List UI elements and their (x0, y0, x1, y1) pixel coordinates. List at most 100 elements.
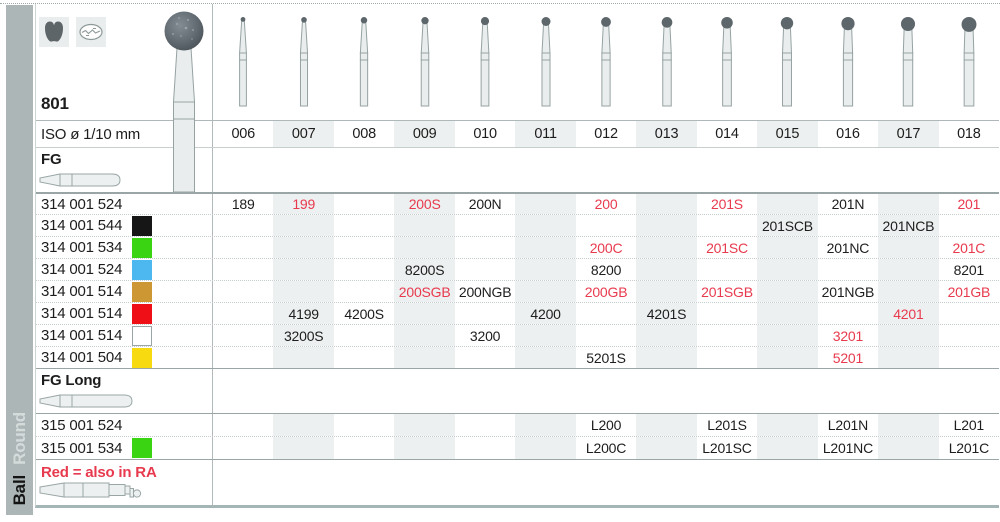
product-code-cell (273, 215, 334, 236)
grit-color-chip-green (132, 438, 153, 458)
product-code-cell (394, 347, 455, 368)
product-code-cell (455, 259, 515, 280)
ball-bur-icon (721, 17, 733, 107)
bur-figure-016 (818, 4, 878, 120)
product-code-cell (394, 215, 455, 236)
product-code-cell (636, 325, 697, 346)
product-code-cell (878, 414, 939, 436)
product-code-cell (455, 303, 515, 324)
ball-bur-icon (541, 17, 551, 107)
size-header-014: 014 (715, 126, 739, 142)
product-code-cell: 201SC (706, 239, 748, 256)
order-code-cell: 314 001 514 (36, 325, 213, 346)
product-code-cell (334, 325, 394, 346)
product-code-cell: 201NCB (878, 215, 939, 236)
product-code-cell (273, 437, 334, 459)
bur-figure-014 (697, 4, 757, 120)
order-code: 314 001 514 (41, 327, 123, 344)
product-row: 314 001 514 3200S 3200 3201 (36, 324, 999, 346)
size-header-011: 011 (515, 121, 576, 147)
order-code: 314 001 524 (41, 195, 123, 213)
section-fg-long-spacer (213, 369, 999, 413)
section-fg-long: FG Long (36, 368, 999, 413)
product-code-cell (576, 325, 636, 346)
product-code-cell: L201N (827, 417, 869, 433)
bur-figure-011 (515, 4, 575, 120)
product-code-cell (213, 237, 273, 258)
product-code-cell: 3200 (469, 327, 501, 344)
product-code-cell (878, 325, 939, 346)
product-code-cell (515, 325, 576, 346)
page-cut-line (0, 3, 1000, 4)
product-code-cell (939, 347, 999, 368)
product-code-cell (394, 437, 455, 459)
product-code-cell: 200 (594, 196, 618, 212)
product-code-cell: 199 (273, 194, 334, 214)
product-code-cell: 201 (957, 196, 981, 212)
product-code-cell (273, 347, 334, 368)
grit-color-chip-blue (132, 259, 153, 280)
product-code-cell (636, 437, 697, 459)
product-code-cell: 3200S (273, 325, 334, 346)
ra-shank-icon (39, 482, 142, 498)
product-code-cell (213, 347, 273, 368)
product-code-cell (818, 303, 878, 324)
product-code-cell: 189 (231, 196, 255, 212)
ra-note: Red = also in RA (41, 464, 157, 481)
order-code-cell: 314 001 544 (36, 215, 213, 236)
size-header-017: 017 (878, 121, 939, 147)
note-spacer (213, 460, 999, 505)
product-code-cell (757, 194, 818, 214)
product-code-cell: 8200S (394, 259, 455, 280)
product-code-cell (334, 237, 394, 258)
product-code-cell (334, 215, 394, 236)
product-code-cell (939, 325, 999, 346)
section-fg-label-cell: FG (36, 148, 213, 192)
ball-bur-icon (480, 17, 490, 107)
order-code-cell: 314 001 514 (36, 281, 213, 302)
occlusal-surface-icon (76, 17, 106, 47)
product-code-cell: L200 (590, 417, 622, 433)
product-row: 315 001 524 L200 L201S L201N L201 (36, 413, 999, 436)
product-code-cell (697, 347, 757, 368)
product-code-cell (757, 303, 818, 324)
product-row: 314 001 514 200SGB 200NGB 200GB 201SGB 201NGB… (36, 280, 999, 302)
ball-bur-icon (601, 17, 611, 107)
product-code-cell (697, 303, 757, 324)
product-code-cell (757, 325, 818, 346)
product-code-cell (939, 215, 999, 236)
ball-bur-icon (420, 17, 429, 107)
iso-label: ISO ø 1/10 mm (41, 125, 141, 143)
product-code-cell: 200N (468, 196, 502, 212)
product-code-cell (394, 325, 455, 346)
product-code-cell (213, 325, 273, 346)
fg-long-rows: 315 001 524 L200 L201S L201N L201 315 001 534… (36, 413, 999, 459)
product-code-cell: L201NC (822, 440, 873, 456)
bur-figures-row: 801 (36, 4, 999, 192)
size-header-010: 010 (473, 126, 497, 142)
product-code-cell (939, 303, 999, 324)
iso-label-cell: ISO ø 1/10 mm (36, 121, 213, 147)
section-fg: FG (36, 147, 999, 192)
shape-label: Round (10, 411, 29, 465)
order-code: 314 001 514 (41, 283, 123, 300)
order-code: 314 001 504 (41, 349, 123, 366)
product-code-cell: L200C (585, 440, 627, 456)
order-code-cell: 314 001 514 (36, 303, 213, 324)
product-code-cell (213, 281, 273, 302)
section-fg-long-label-cell: FG Long (36, 369, 213, 413)
grit-color-chip-orange (132, 281, 153, 302)
product-code-cell (334, 194, 394, 214)
product-code-cell (515, 194, 576, 214)
order-code: 314 001 544 (41, 217, 123, 234)
product-code-cell (878, 437, 939, 459)
product-code-cell (576, 303, 636, 324)
product-code-cell (334, 347, 394, 368)
order-code: 315 001 524 (41, 416, 123, 434)
product-code-cell (757, 259, 818, 280)
product-code-cell (515, 237, 576, 258)
order-code: 314 001 524 (41, 261, 123, 278)
product-code-cell (636, 281, 697, 302)
product-code-cell: 200C (589, 239, 623, 256)
iso-size-header-row: ISO ø 1/10 mm 006 007 008 009 010 011 012 013 01… (36, 120, 999, 147)
